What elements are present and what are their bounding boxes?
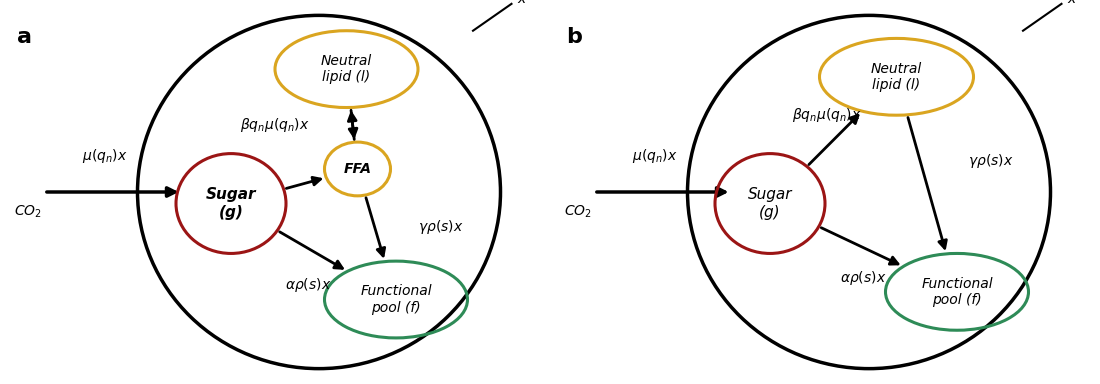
Text: Neutral
lipid (l): Neutral lipid (l) — [871, 62, 922, 92]
Text: $\beta q_n\mu(q_n)x$: $\beta q_n\mu(q_n)x$ — [240, 116, 310, 134]
Text: CO$_2$: CO$_2$ — [13, 204, 42, 220]
Text: Functional
pool (f): Functional pool (f) — [360, 285, 432, 314]
Text: b: b — [566, 27, 582, 47]
Text: Sugar
(g): Sugar (g) — [206, 187, 256, 220]
Text: x: x — [517, 0, 526, 6]
Text: $\alpha\rho(s)x$: $\alpha\rho(s)x$ — [285, 276, 331, 295]
Text: $\alpha\rho(s)x$: $\alpha\rho(s)x$ — [840, 269, 887, 287]
Text: Neutral
lipid (l): Neutral lipid (l) — [321, 54, 372, 84]
Text: $\beta q_n\mu(q_n)x$: $\beta q_n\mu(q_n)x$ — [792, 106, 861, 124]
Text: FFA: FFA — [343, 162, 372, 176]
Text: $\gamma\rho(s)x$: $\gamma\rho(s)x$ — [418, 218, 463, 235]
Text: Functional
pool (f): Functional pool (f) — [921, 277, 993, 307]
Text: Sugar
(g): Sugar (g) — [748, 187, 792, 220]
Text: $\mu(q_n)x$: $\mu(q_n)x$ — [81, 147, 128, 165]
Text: x: x — [1067, 0, 1076, 6]
Text: $\gamma\rho(s)x$: $\gamma\rho(s)x$ — [968, 152, 1013, 170]
Text: $\mu(q_n)x$: $\mu(q_n)x$ — [631, 147, 678, 165]
Text: CO$_2$: CO$_2$ — [563, 204, 592, 220]
Text: a: a — [16, 27, 32, 47]
